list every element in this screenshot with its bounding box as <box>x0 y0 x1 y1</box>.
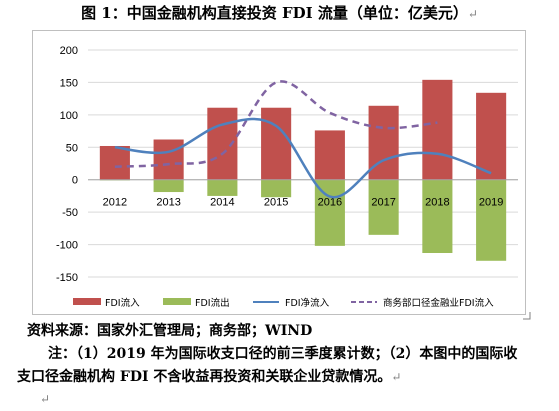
y-tick-label: -100 <box>56 240 78 252</box>
legend-label: 商务部口径金融业FDI流入 <box>383 297 494 309</box>
empty-paragraph-mark: ↵ <box>40 392 51 406</box>
x-tick-label: 2015 <box>264 197 288 209</box>
series-line-mofcom <box>114 80 438 168</box>
bar-outflow <box>153 179 184 193</box>
legend-label: FDI净流入 <box>285 297 330 309</box>
bar-outflow <box>422 179 453 254</box>
paragraph-mark: ↵ <box>467 7 478 21</box>
bar-inflow <box>314 130 345 180</box>
bar-outflow <box>476 179 507 261</box>
bar-inflow <box>422 79 453 180</box>
legend-swatch <box>73 298 101 305</box>
legend-swatch <box>163 298 191 305</box>
y-tick-label: 200 <box>60 45 78 57</box>
footnote-line-1-text: 注：（1）2019 年为国际收支口径的前三季度累计数；（2）本图中的国际收 <box>48 346 518 362</box>
x-tick-label: 2018 <box>425 197 449 209</box>
y-tick-label: 50 <box>66 142 78 154</box>
bar-outflow <box>261 179 292 198</box>
legend-label: FDI流入 <box>105 297 140 309</box>
bar-outflow <box>368 179 399 235</box>
y-tick-label: 100 <box>60 110 78 122</box>
footnote-line-2-text: 支口径金融机构 FDI 不含收益再投资和关联企业贷款情况。 <box>17 369 392 385</box>
y-tick-label: -150 <box>56 272 78 284</box>
x-tick-label: 2013 <box>156 197 180 209</box>
footnote-line-1: 注：（1）2019 年为国际收支口径的前三季度累计数；（2）本图中的国际收 <box>48 343 517 363</box>
bar-inflow <box>153 139 184 180</box>
bar-outflow <box>207 179 238 196</box>
bar-inflow <box>261 107 292 180</box>
legend-label: FDI流出 <box>195 297 230 309</box>
source-note: 资料来源：国家外汇管理局；商务部；WIND <box>27 320 312 340</box>
series-line-net-inflow <box>114 117 492 199</box>
bar-inflow <box>476 92 507 180</box>
chart-frame: 200 150 100 50 0 -50 -100 -150 2012 2013 2014 2015 2… <box>32 30 526 315</box>
y-tick-label: 0 <box>72 175 78 187</box>
footnote-line-2: 支口径金融机构 FDI 不含收益再投资和关联企业贷款情况。↵ <box>17 366 401 386</box>
x-tick-label: 2012 <box>103 197 127 209</box>
paragraph-mark: ↵ <box>391 370 402 384</box>
source-text: 资料来源：国家外汇管理局；商务部；WIND <box>27 323 313 339</box>
y-tick-label: 150 <box>60 77 78 89</box>
x-tick-label: 2017 <box>371 197 395 209</box>
y-tick-label: -50 <box>62 207 78 219</box>
fdi-chart: 200 150 100 50 0 -50 -100 -150 2012 2013 2014 2015 2… <box>56 45 518 309</box>
x-tick-label: 2014 <box>210 197 234 209</box>
x-tick-label: 2019 <box>479 197 503 209</box>
chart-title-text: 图 1：中国金融机构直接投资 FDI 流量（单位：亿美元） <box>81 4 468 22</box>
bar-inflow <box>99 145 130 180</box>
corner-mark <box>523 312 531 320</box>
chart-title: 图 1：中国金融机构直接投资 FDI 流量（单位：亿美元）↵ <box>0 2 559 23</box>
x-tick-label: 2016 <box>318 197 342 209</box>
